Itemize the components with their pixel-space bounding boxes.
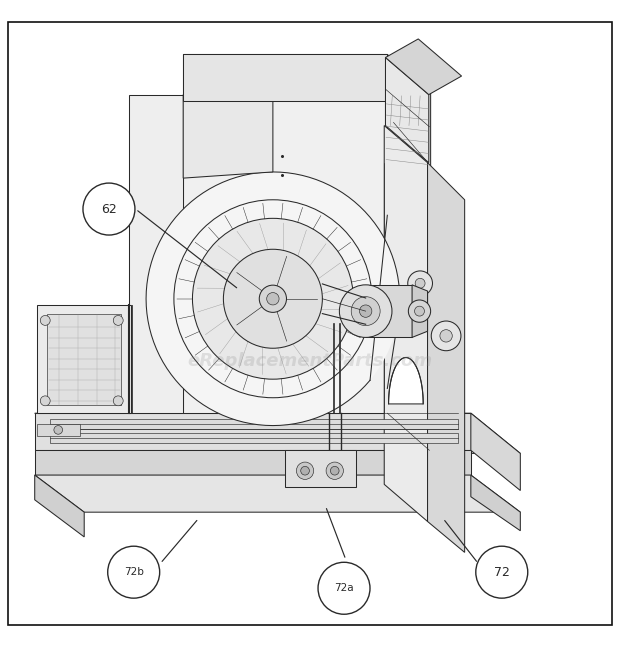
Text: 72b: 72b xyxy=(124,567,144,577)
Polygon shape xyxy=(471,413,520,490)
Polygon shape xyxy=(386,39,461,94)
Polygon shape xyxy=(388,54,431,450)
Circle shape xyxy=(301,466,309,475)
Polygon shape xyxy=(183,54,388,101)
Circle shape xyxy=(440,330,452,342)
Polygon shape xyxy=(183,54,388,413)
Circle shape xyxy=(267,292,279,305)
Polygon shape xyxy=(285,450,356,487)
Polygon shape xyxy=(35,413,471,450)
Circle shape xyxy=(54,426,63,434)
Circle shape xyxy=(40,396,50,406)
Text: 72a: 72a xyxy=(334,583,354,593)
Polygon shape xyxy=(412,285,428,338)
Circle shape xyxy=(432,321,461,351)
Polygon shape xyxy=(428,162,464,553)
Bar xyxy=(50,419,458,429)
Circle shape xyxy=(408,271,433,296)
Polygon shape xyxy=(389,358,423,404)
Circle shape xyxy=(351,297,380,325)
Bar xyxy=(366,285,412,338)
Circle shape xyxy=(326,462,343,479)
Polygon shape xyxy=(35,475,520,512)
Bar xyxy=(50,433,458,443)
Circle shape xyxy=(330,466,339,475)
Circle shape xyxy=(476,546,528,598)
Circle shape xyxy=(108,546,160,598)
Polygon shape xyxy=(386,58,429,162)
Polygon shape xyxy=(384,126,428,521)
Polygon shape xyxy=(35,450,471,475)
Circle shape xyxy=(113,396,123,406)
Polygon shape xyxy=(183,94,273,178)
Polygon shape xyxy=(37,305,131,413)
Polygon shape xyxy=(130,94,183,413)
Polygon shape xyxy=(47,314,122,405)
Text: 62: 62 xyxy=(101,203,117,215)
Circle shape xyxy=(113,316,123,325)
Circle shape xyxy=(296,462,314,479)
Circle shape xyxy=(146,172,400,426)
Polygon shape xyxy=(471,475,520,531)
Circle shape xyxy=(259,285,286,313)
Circle shape xyxy=(360,305,372,317)
Bar xyxy=(37,424,80,436)
Circle shape xyxy=(40,316,50,325)
Polygon shape xyxy=(35,413,520,454)
Polygon shape xyxy=(35,475,84,537)
Circle shape xyxy=(339,285,392,338)
Circle shape xyxy=(192,218,353,379)
Circle shape xyxy=(223,249,322,348)
Circle shape xyxy=(409,300,431,322)
Text: eReplacementParts.com: eReplacementParts.com xyxy=(187,351,433,369)
Circle shape xyxy=(83,183,135,235)
Circle shape xyxy=(415,306,425,316)
Circle shape xyxy=(318,562,370,614)
Circle shape xyxy=(415,278,425,289)
Text: 72: 72 xyxy=(494,565,510,578)
